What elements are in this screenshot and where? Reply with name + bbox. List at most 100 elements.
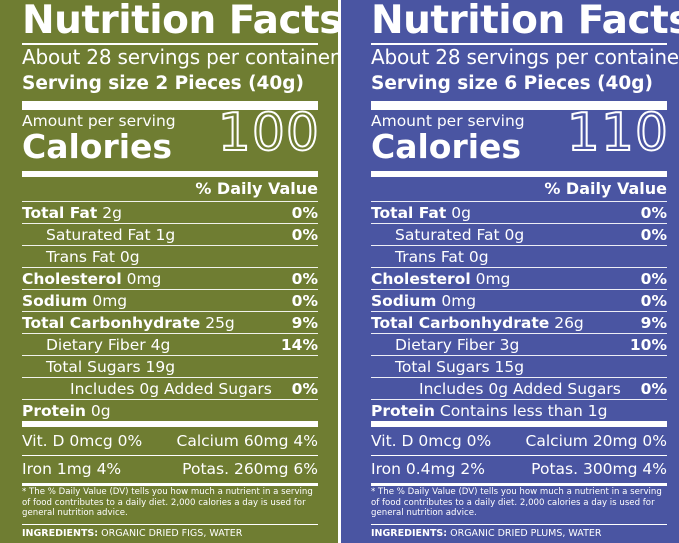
vitamin-d: Vit. D 0mcg 0% (22, 432, 143, 450)
nutrient-amount: Contains less than 1g (439, 402, 608, 420)
amount-per-serving: Amount per serving (22, 112, 176, 130)
vitamin-row-1: Vit. D 0mcg 0% Calcium 20mg 0% (371, 427, 667, 455)
nutrient-amount: 0mg (475, 270, 511, 288)
calories-value: 110 (566, 103, 669, 163)
nutrition-panel-plums: Nutrition Facts About 28 servings per co… (341, 0, 679, 543)
thick-divider (22, 101, 318, 110)
serving-size: Serving size 6 Pieces (40g) (371, 73, 653, 94)
nutrient-pct: 0% (640, 292, 667, 310)
nutrient-pct: 14% (280, 336, 318, 354)
vitamin-row-2: Iron 1mg 4% Potas. 260mg 6% (22, 455, 318, 483)
daily-value-footnote: * The % Daily Value (DV) tells you how m… (22, 487, 313, 518)
medium-divider (22, 421, 318, 427)
nutrient-label: Saturated Fat (395, 226, 500, 244)
nutrient-label: Includes 0g Added Sugars (70, 380, 272, 398)
nutrient-label: Saturated Fat (46, 226, 151, 244)
vitamin-d: Vit. D 0mcg 0% (371, 432, 492, 450)
nutrient-label: Sodium (371, 292, 437, 310)
row-protein: Protein Contains less than 1g (371, 399, 667, 422)
nutrient-amount: 0g (90, 402, 111, 420)
row-cholesterol: Cholesterol 0mg 0% (22, 267, 318, 290)
potassium: Potas. 260mg 6% (182, 460, 318, 478)
medium-divider (22, 171, 318, 177)
nutrient-amount: 0g (504, 226, 525, 244)
calcium: Calcium 60mg 4% (176, 432, 318, 450)
nutrient-amount: 26g (554, 314, 584, 332)
thick-divider (371, 101, 667, 110)
calories-label: Calories (371, 127, 522, 166)
ingredients-label: INGREDIENTS: (22, 528, 99, 539)
ingredients: INGREDIENTS: ORGANIC DRIED PLUMS, WATER (371, 527, 601, 541)
row-total-fat: Total Fat 2g 0% (22, 201, 318, 224)
nutrient-amount: 25g (205, 314, 235, 332)
nutrient-label: Total Fat (371, 204, 447, 222)
calories-value: 100 (217, 103, 320, 163)
row-total-sugars: Total Sugars 15g (371, 355, 667, 378)
ingredients-label: INGREDIENTS: (371, 528, 448, 539)
panel-title: Nutrition Facts (371, 0, 679, 43)
nutrient-label: Dietary Fiber (395, 336, 495, 354)
nutrient-label: Trans Fat (46, 248, 115, 266)
nutrient-label: Cholesterol (371, 270, 471, 288)
row-dietary-fiber: Dietary Fiber 4g 14% (22, 333, 318, 356)
potassium: Potas. 300mg 4% (531, 460, 667, 478)
row-total-carbohydrate: Total Carbonhydrate 25g 9% (22, 311, 318, 334)
divider (22, 43, 318, 45)
nutrient-label: Sodium (22, 292, 88, 310)
nutrient-amount: 2g (102, 204, 122, 222)
medium-divider (371, 421, 667, 427)
nutrition-panel-figs: Nutrition Facts About 28 servings per co… (0, 0, 338, 543)
thick-divider (371, 483, 667, 486)
row-cholesterol: Cholesterol 0mg 0% (371, 267, 667, 290)
nutrient-amount: 0g (119, 248, 140, 266)
ingredients-value: ORGANIC DRIED PLUMS, WATER (450, 528, 602, 539)
nutrient-amount: 0mg (126, 270, 162, 288)
divider (22, 455, 318, 456)
nutrient-pct: 9% (640, 314, 667, 332)
nutrient-pct: 0% (291, 380, 318, 398)
divider (371, 455, 667, 456)
medium-divider (371, 171, 667, 177)
row-total-sugars: Total Sugars 19g (22, 355, 318, 378)
vitamin-row-1: Vit. D 0mcg 0% Calcium 60mg 4% (22, 427, 318, 455)
vitamin-row-2: Iron 0.4mg 2% Potas. 300mg 4% (371, 455, 667, 483)
nutrient-pct: 0% (640, 226, 667, 244)
ingredients: INGREDIENTS: ORGANIC DRIED FIGS, WATER (22, 527, 242, 541)
nutrient-amount: 4g (150, 336, 171, 354)
nutrient-amount: 19g (145, 358, 176, 376)
nutrient-pct: 9% (291, 314, 318, 332)
row-added-sugars: Includes 0g Added Sugars 0% (371, 377, 667, 400)
iron: Iron 1mg 4% (22, 460, 122, 478)
nutrient-pct: 0% (291, 292, 318, 310)
nutrient-label: Total Carbonhydrate (22, 314, 201, 332)
nutrient-label: Total Carbonhydrate (371, 314, 550, 332)
daily-value-header: % Daily Value (195, 179, 318, 198)
nutrient-amount: 0g (468, 248, 489, 266)
panel-separator (338, 0, 341, 543)
row-sodium: Sodium 0mg 0% (371, 289, 667, 312)
row-total-carbohydrate: Total Carbonhydrate 26g 9% (371, 311, 667, 334)
nutrient-pct: 0% (291, 270, 318, 288)
nutrient-amount: 3g (499, 336, 520, 354)
thick-divider (22, 483, 318, 486)
row-trans-fat: Trans Fat 0g (22, 245, 318, 268)
nutrient-label: Cholesterol (22, 270, 122, 288)
row-saturated-fat: Saturated Fat 0g 0% (371, 223, 667, 246)
amount-per-serving: Amount per serving (371, 112, 525, 130)
row-total-fat: Total Fat 0g 0% (371, 201, 667, 224)
nutrient-label: Includes 0g Added Sugars (419, 380, 621, 398)
divider (371, 43, 667, 45)
calcium: Calcium 20mg 0% (525, 432, 667, 450)
nutrient-label: Total Fat (22, 204, 98, 222)
nutrient-label: Protein (22, 402, 86, 420)
daily-value-header: % Daily Value (544, 179, 667, 198)
row-sodium: Sodium 0mg 0% (22, 289, 318, 312)
serving-size: Serving size 2 Pieces (40g) (22, 73, 304, 94)
servings-per-container: About 28 servings per container (371, 45, 679, 69)
row-trans-fat: Trans Fat 0g (371, 245, 667, 268)
nutrient-label: Total Sugars (46, 358, 141, 376)
nutrient-amount: 0g (451, 204, 471, 222)
nutrient-pct: 10% (629, 336, 667, 354)
nutrient-label: Total Sugars (395, 358, 490, 376)
